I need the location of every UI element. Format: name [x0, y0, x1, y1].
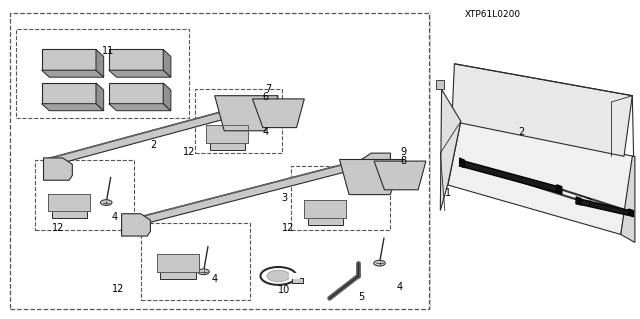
Circle shape: [143, 63, 151, 67]
Polygon shape: [96, 83, 104, 111]
Circle shape: [76, 63, 84, 67]
Circle shape: [255, 123, 267, 129]
Bar: [35, 160, 134, 230]
Text: 12: 12: [52, 223, 64, 233]
Polygon shape: [96, 49, 104, 77]
Polygon shape: [452, 64, 632, 156]
Circle shape: [143, 56, 151, 59]
Polygon shape: [460, 158, 465, 168]
Polygon shape: [209, 143, 245, 150]
Text: 12: 12: [183, 146, 195, 157]
Polygon shape: [44, 158, 72, 180]
Polygon shape: [436, 80, 444, 89]
Text: 4: 4: [262, 127, 269, 137]
Text: XTP61L0200: XTP61L0200: [465, 10, 521, 19]
Polygon shape: [576, 197, 581, 205]
Polygon shape: [460, 160, 558, 192]
Circle shape: [374, 260, 385, 266]
Text: 11: 11: [102, 46, 115, 56]
Bar: [195, 89, 282, 153]
Polygon shape: [374, 161, 426, 190]
Circle shape: [100, 200, 112, 205]
Polygon shape: [49, 194, 90, 211]
Polygon shape: [292, 278, 303, 283]
Polygon shape: [307, 218, 343, 225]
Polygon shape: [206, 125, 248, 143]
Polygon shape: [47, 97, 280, 167]
Text: 10: 10: [278, 285, 291, 295]
Circle shape: [118, 63, 125, 67]
Polygon shape: [339, 160, 403, 195]
Circle shape: [76, 97, 84, 101]
Polygon shape: [628, 209, 634, 217]
Text: 2: 2: [150, 140, 157, 150]
Polygon shape: [305, 200, 346, 218]
Circle shape: [51, 63, 58, 67]
Polygon shape: [109, 104, 171, 111]
Polygon shape: [448, 121, 634, 234]
Circle shape: [198, 269, 209, 275]
Polygon shape: [290, 274, 299, 278]
Polygon shape: [42, 70, 104, 77]
Circle shape: [76, 56, 84, 59]
Polygon shape: [109, 83, 163, 104]
Circle shape: [76, 89, 84, 93]
Text: 3: 3: [282, 193, 288, 203]
Text: 12: 12: [282, 223, 294, 233]
Circle shape: [267, 270, 290, 282]
Text: 2: 2: [518, 127, 525, 137]
Bar: [10, 13, 429, 309]
Polygon shape: [124, 154, 385, 229]
Polygon shape: [42, 104, 104, 111]
Polygon shape: [163, 83, 171, 111]
Circle shape: [118, 56, 125, 59]
Polygon shape: [253, 99, 305, 128]
Text: 7: 7: [266, 84, 272, 94]
Polygon shape: [215, 96, 278, 131]
Circle shape: [118, 97, 125, 101]
Text: 12: 12: [113, 284, 125, 294]
Polygon shape: [42, 83, 96, 104]
Polygon shape: [163, 49, 171, 77]
Polygon shape: [109, 70, 171, 77]
Polygon shape: [52, 211, 87, 219]
Text: 6: 6: [262, 92, 269, 102]
Text: 4: 4: [397, 282, 403, 292]
Circle shape: [51, 89, 58, 93]
Polygon shape: [576, 198, 629, 215]
Text: 4: 4: [211, 274, 218, 284]
Bar: [141, 223, 250, 300]
Text: 5: 5: [358, 292, 365, 302]
Text: 9: 9: [400, 146, 406, 157]
Circle shape: [143, 89, 151, 93]
Polygon shape: [122, 214, 150, 236]
Text: 8: 8: [400, 156, 406, 166]
Bar: [291, 166, 390, 230]
Polygon shape: [109, 49, 163, 70]
Polygon shape: [157, 255, 198, 272]
Text: 4: 4: [112, 212, 118, 222]
Polygon shape: [557, 185, 562, 194]
Polygon shape: [621, 156, 635, 242]
Circle shape: [51, 97, 58, 101]
Polygon shape: [440, 89, 461, 211]
Text: 3: 3: [586, 197, 592, 208]
Circle shape: [118, 89, 125, 93]
Polygon shape: [160, 272, 196, 279]
Polygon shape: [42, 49, 96, 70]
Circle shape: [143, 97, 151, 101]
Bar: [16, 29, 189, 118]
Text: 1: 1: [445, 188, 451, 198]
Polygon shape: [362, 153, 390, 175]
Circle shape: [51, 56, 58, 59]
